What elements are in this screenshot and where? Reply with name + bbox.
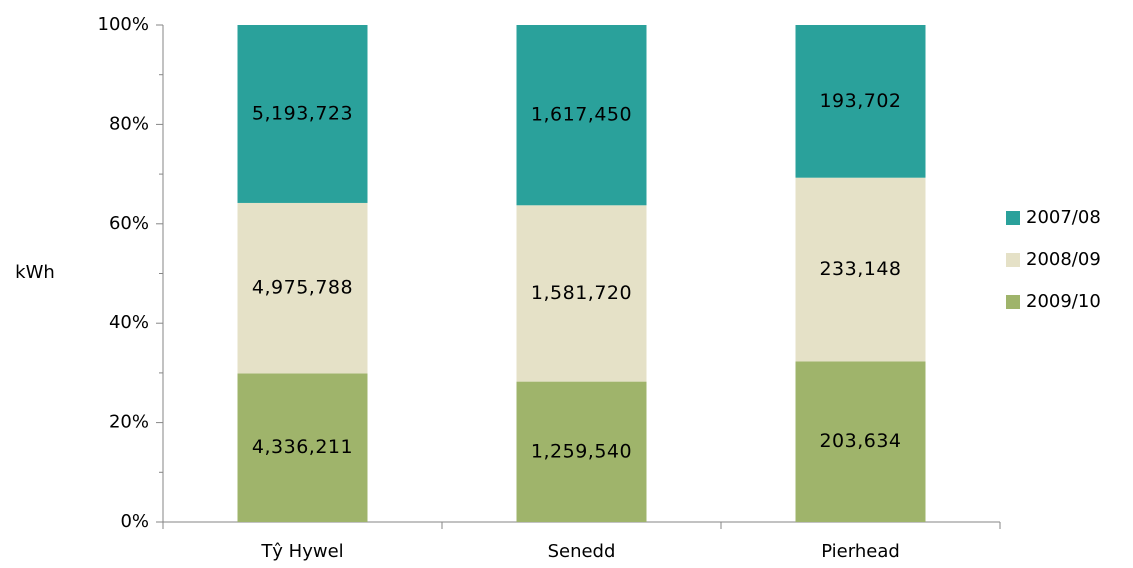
y-tick-label: 100% [98, 14, 149, 35]
data-label: 5,193,723 [252, 102, 353, 124]
x-tick-label: Senedd [548, 541, 616, 562]
bar-segment [516, 205, 647, 382]
data-label: 203,634 [819, 430, 901, 452]
legend-swatch [1006, 211, 1020, 225]
bar-segment [795, 25, 926, 178]
y-tick-label: 20% [109, 412, 149, 433]
bar-segment [516, 25, 647, 206]
y-tick-label: 60% [109, 213, 149, 234]
data-label: 193,702 [819, 90, 901, 112]
legend-label: 2008/09 [1026, 249, 1101, 270]
bar-segment [237, 25, 368, 203]
legend-label: 2007/08 [1026, 207, 1101, 228]
data-label: 1,259,540 [531, 440, 632, 462]
data-label: 4,336,211 [252, 436, 353, 458]
y-tick-label: 80% [109, 113, 149, 134]
y-tick-label: 0% [120, 511, 149, 532]
bar-segment [795, 177, 926, 362]
legend-swatch [1006, 253, 1020, 267]
data-label: 1,617,450 [531, 104, 632, 126]
x-tick-label: Tŷ Hywel [260, 541, 343, 562]
legend-label: 2009/10 [1026, 291, 1101, 312]
y-axis-label: kWh [15, 262, 55, 283]
data-label: 1,581,720 [531, 282, 632, 304]
bar-segment [237, 373, 368, 522]
bar-segment [795, 361, 926, 522]
bar-segment [237, 202, 368, 374]
bar-segment [516, 381, 647, 522]
x-tick-label: Pierhead [821, 541, 900, 562]
data-label: 4,975,788 [252, 277, 353, 299]
data-label: 233,148 [819, 258, 901, 280]
y-tick-label: 40% [109, 312, 149, 333]
legend-swatch [1006, 295, 1020, 309]
